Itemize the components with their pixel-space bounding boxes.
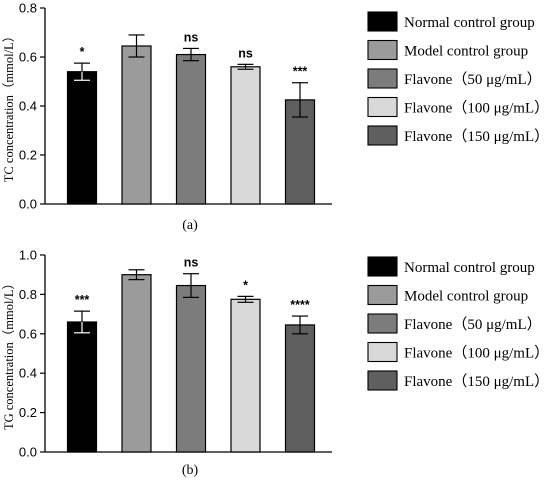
legend-label: Flavone（150 μg/mL） [404, 128, 549, 145]
legend-swatch [367, 11, 398, 32]
legend-label: Normal control group [404, 260, 535, 276]
bar [121, 274, 152, 453]
bar [230, 66, 261, 205]
legend-label: Flavone（100 μg/mL） [404, 345, 549, 362]
significance-label: ns [184, 30, 199, 44]
legend-swatch [367, 313, 398, 334]
y-tick-label: 0.0 [19, 197, 37, 212]
bar [230, 298, 261, 453]
bar [175, 53, 207, 205]
chart-panel-a: 0.0 0.2 0.4 0.6 0.8TC concentration（mmol/L） *… [2, 1, 549, 234]
legend-swatch [367, 370, 398, 391]
significance-label: *** [293, 65, 308, 79]
y-tick-label: 0.2 [19, 405, 37, 420]
legend-swatch [367, 125, 398, 146]
bar [175, 284, 207, 453]
legend-label: Flavone（50 μg/mL） [404, 316, 542, 333]
legend: Normal control group Model control group F… [367, 11, 549, 146]
legend-label: Flavone（150 μg/mL） [404, 373, 549, 390]
y-tick-label: 0.4 [19, 366, 37, 381]
legend-swatch [367, 39, 398, 61]
legend: Normal control group Model control group F… [367, 256, 549, 391]
legend-label: Model control group [404, 44, 528, 60]
significance-label: ns [238, 46, 253, 60]
legend-swatch [367, 256, 398, 277]
significance-label: **** [290, 298, 310, 312]
bar [121, 45, 152, 205]
y-axis-label: TG concentration（mmol/L） [2, 277, 16, 430]
legend-swatch [367, 96, 398, 118]
chart-panel-b: 0.0 0.2 0.4 0.6 0.8 1.0TG concentration（mmol/… [2, 248, 549, 479]
y-tick-label: 0.4 [19, 99, 37, 114]
y-tick-label: 0.2 [19, 148, 37, 163]
legend-label: Normal control group [404, 15, 535, 31]
legend-label: Model control group [404, 289, 528, 305]
bar [66, 321, 98, 453]
significance-label: *** [75, 293, 90, 307]
significance-label: * [80, 45, 85, 59]
y-tick-label: 0.8 [19, 287, 37, 302]
bar [284, 324, 316, 453]
legend-swatch [367, 284, 398, 306]
y-tick-label: 0.6 [19, 50, 37, 65]
legend-swatch [367, 68, 398, 89]
significance-label: * [243, 278, 248, 292]
y-axis-label: TC concentration（mmol/L） [2, 30, 16, 182]
y-tick-label: 0.0 [19, 445, 37, 460]
y-tick-label: 1.0 [19, 248, 37, 263]
panel-label: (a) [182, 218, 198, 233]
significance-label: ns [184, 256, 199, 270]
panel-label: (b) [182, 463, 199, 478]
legend-label: Flavone（50 μg/mL） [404, 71, 542, 88]
legend-label: Flavone（100 μg/mL） [404, 100, 549, 117]
bar [66, 71, 98, 205]
legend-swatch [367, 341, 398, 363]
y-tick-label: 0.8 [19, 1, 37, 16]
y-tick-label: 0.6 [19, 326, 37, 341]
